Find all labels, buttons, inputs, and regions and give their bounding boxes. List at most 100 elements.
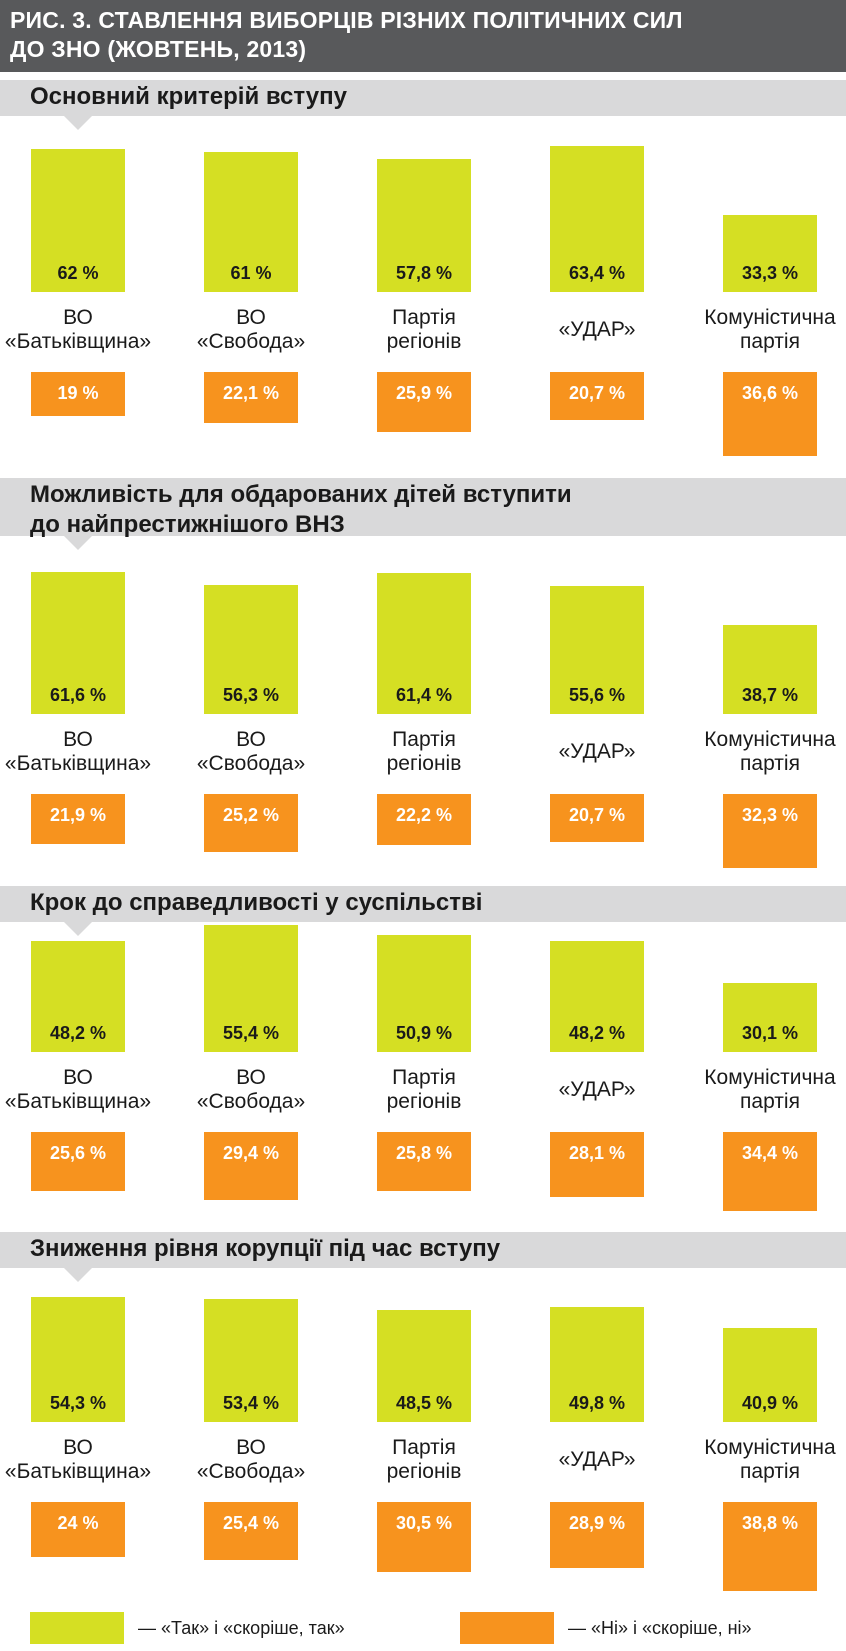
data-label-yes: 55,4 % [222, 1023, 280, 1043]
category-label-line: «УДАР» [558, 1448, 636, 1471]
category-label-line: ВО [63, 728, 93, 751]
category-label-line: ВО [236, 1436, 266, 1459]
category-label: ВО «Свобода» [166, 728, 336, 776]
bar-no [204, 1132, 298, 1200]
bar-no [204, 372, 298, 423]
data-label-yes: 61,4 % [395, 685, 453, 705]
category-label-line: «УДАР» [558, 740, 636, 763]
data-label-no: 25,6 % [49, 1143, 107, 1163]
bar-no [377, 1502, 471, 1572]
legend-label-yes: — «Так» і «скоріше, так» [138, 1618, 345, 1638]
data-label-yes: 53,4 % [222, 1393, 280, 1413]
chart-title-band: Можливість для обдарованих дітей вступит… [0, 478, 846, 538]
bar-no [31, 794, 125, 844]
category-label-line: «УДАР» [558, 318, 636, 341]
data-label-no: 25,9 % [395, 383, 453, 403]
data-label-yes: 57,8 % [395, 263, 453, 283]
chart-title-band: Крок до справедливості у суспільстві [0, 886, 846, 922]
data-label-yes: 48,2 % [568, 1023, 626, 1043]
data-label-yes: 56,3 % [222, 685, 280, 705]
figure-title-line-2: ДО ЗНО (ЖОВТЕНЬ, 2013) [10, 36, 307, 62]
data-label-no: 22,2 % [395, 805, 453, 825]
data-label-no: 25,2 % [222, 805, 280, 825]
category-label-line: «УДАР» [558, 1078, 636, 1101]
bar-yes [377, 573, 471, 714]
category-label-line: Партія [392, 306, 456, 329]
category-label: Партія регіонів [339, 1066, 509, 1114]
bar-no [550, 1502, 644, 1568]
bar-yes [723, 1328, 817, 1422]
data-label-no: 21,9 % [49, 805, 107, 825]
bar-yes [204, 1299, 298, 1422]
figure-title-line-1: РИС. 3. СТАВЛЕННЯ ВИБОРЦІВ РІЗНИХ ПОЛІТИ… [10, 7, 683, 33]
bar-yes [31, 941, 125, 1052]
bar-no [723, 794, 817, 868]
bar-yes [550, 941, 644, 1052]
data-label-no: 30,5 % [395, 1513, 453, 1533]
bar-yes [550, 1307, 644, 1422]
data-label-no: 25,8 % [395, 1143, 453, 1163]
category-label-line: партія [740, 752, 800, 775]
legend-swatch-yes [30, 1612, 124, 1644]
category-label-line: регіонів [386, 1460, 462, 1483]
data-label-no: 19 % [57, 383, 99, 403]
bar-no [31, 1132, 125, 1191]
data-label-no: 32,3 % [741, 805, 799, 825]
data-label-no: 20,7 % [568, 805, 626, 825]
bar-yes [204, 925, 298, 1052]
category-label-line: Партія [392, 728, 456, 751]
category-label: Партія регіонів [339, 1436, 509, 1484]
category-label-line: «Батьківщина» [4, 1090, 152, 1113]
category-label-line: партія [740, 330, 800, 353]
category-label-line: Комуністична [704, 1066, 836, 1089]
data-label-no: 36,6 % [741, 383, 799, 403]
chart-title-band: Основний критерій вступу [0, 80, 846, 116]
category-label-line: «Свобода» [196, 1090, 306, 1113]
data-label-yes: 63,4 % [568, 263, 626, 283]
data-label-yes: 38,7 % [741, 685, 799, 705]
chart-title: Крок до справедливості у суспільстві [30, 889, 483, 916]
category-label: «УДАР» [512, 1448, 682, 1472]
category-label: ВО «Свобода» [166, 306, 336, 354]
category-label: Партія регіонів [339, 306, 509, 354]
data-label-yes: 55,6 % [568, 685, 626, 705]
bar-yes [723, 215, 817, 292]
bar-yes [377, 159, 471, 292]
category-label: «УДАР» [512, 740, 682, 764]
category-label-line: «Батьківщина» [4, 752, 152, 775]
category-label-line: партія [740, 1460, 800, 1483]
bar-no [723, 1132, 817, 1211]
bar-no [31, 372, 125, 416]
chart-title: Можливість для обдарованих дітей вступит… [30, 481, 572, 508]
category-label-line: ВО [63, 306, 93, 329]
bar-no [377, 794, 471, 845]
data-label-no: 38,8 % [741, 1513, 799, 1533]
bar-yes [204, 152, 298, 292]
bar-no [377, 372, 471, 432]
category-label-line: «Батьківщина» [4, 1460, 152, 1483]
data-label-yes: 54,3 % [49, 1393, 107, 1413]
category-label: ВО «Батьківщина» [0, 306, 163, 354]
chart-title: до найпрестижнішого ВНЗ [30, 511, 345, 538]
category-label: ВО «Батьківщина» [0, 1066, 163, 1114]
category-label-line: ВО [63, 1436, 93, 1459]
category-label: Комуністична партія [685, 1066, 846, 1114]
category-label-line: партія [740, 1090, 800, 1113]
chart-title: Основний критерій вступу [30, 83, 347, 110]
bar-no [550, 794, 644, 842]
bar-yes [31, 1297, 125, 1422]
bar-yes [31, 572, 125, 714]
data-label-no: 20,7 % [568, 383, 626, 403]
bar-no [31, 1502, 125, 1557]
title-pointer-icon [64, 536, 92, 550]
bar-yes [723, 625, 817, 714]
category-label-line: ВО [63, 1066, 93, 1089]
bar-no [377, 1132, 471, 1191]
data-label-no: 28,9 % [568, 1513, 626, 1533]
legend: — «Так» і «скоріше, так» — «Ні» і «скорі… [0, 1612, 846, 1648]
chart-title: Зниження рівня корупції під час вступу [30, 1235, 501, 1262]
category-label-line: «Батьківщина» [4, 330, 152, 353]
data-label-no: 28,1 % [568, 1143, 626, 1163]
category-label-line: «Свобода» [196, 330, 306, 353]
category-label: ВО «Батьківщина» [0, 1436, 163, 1484]
